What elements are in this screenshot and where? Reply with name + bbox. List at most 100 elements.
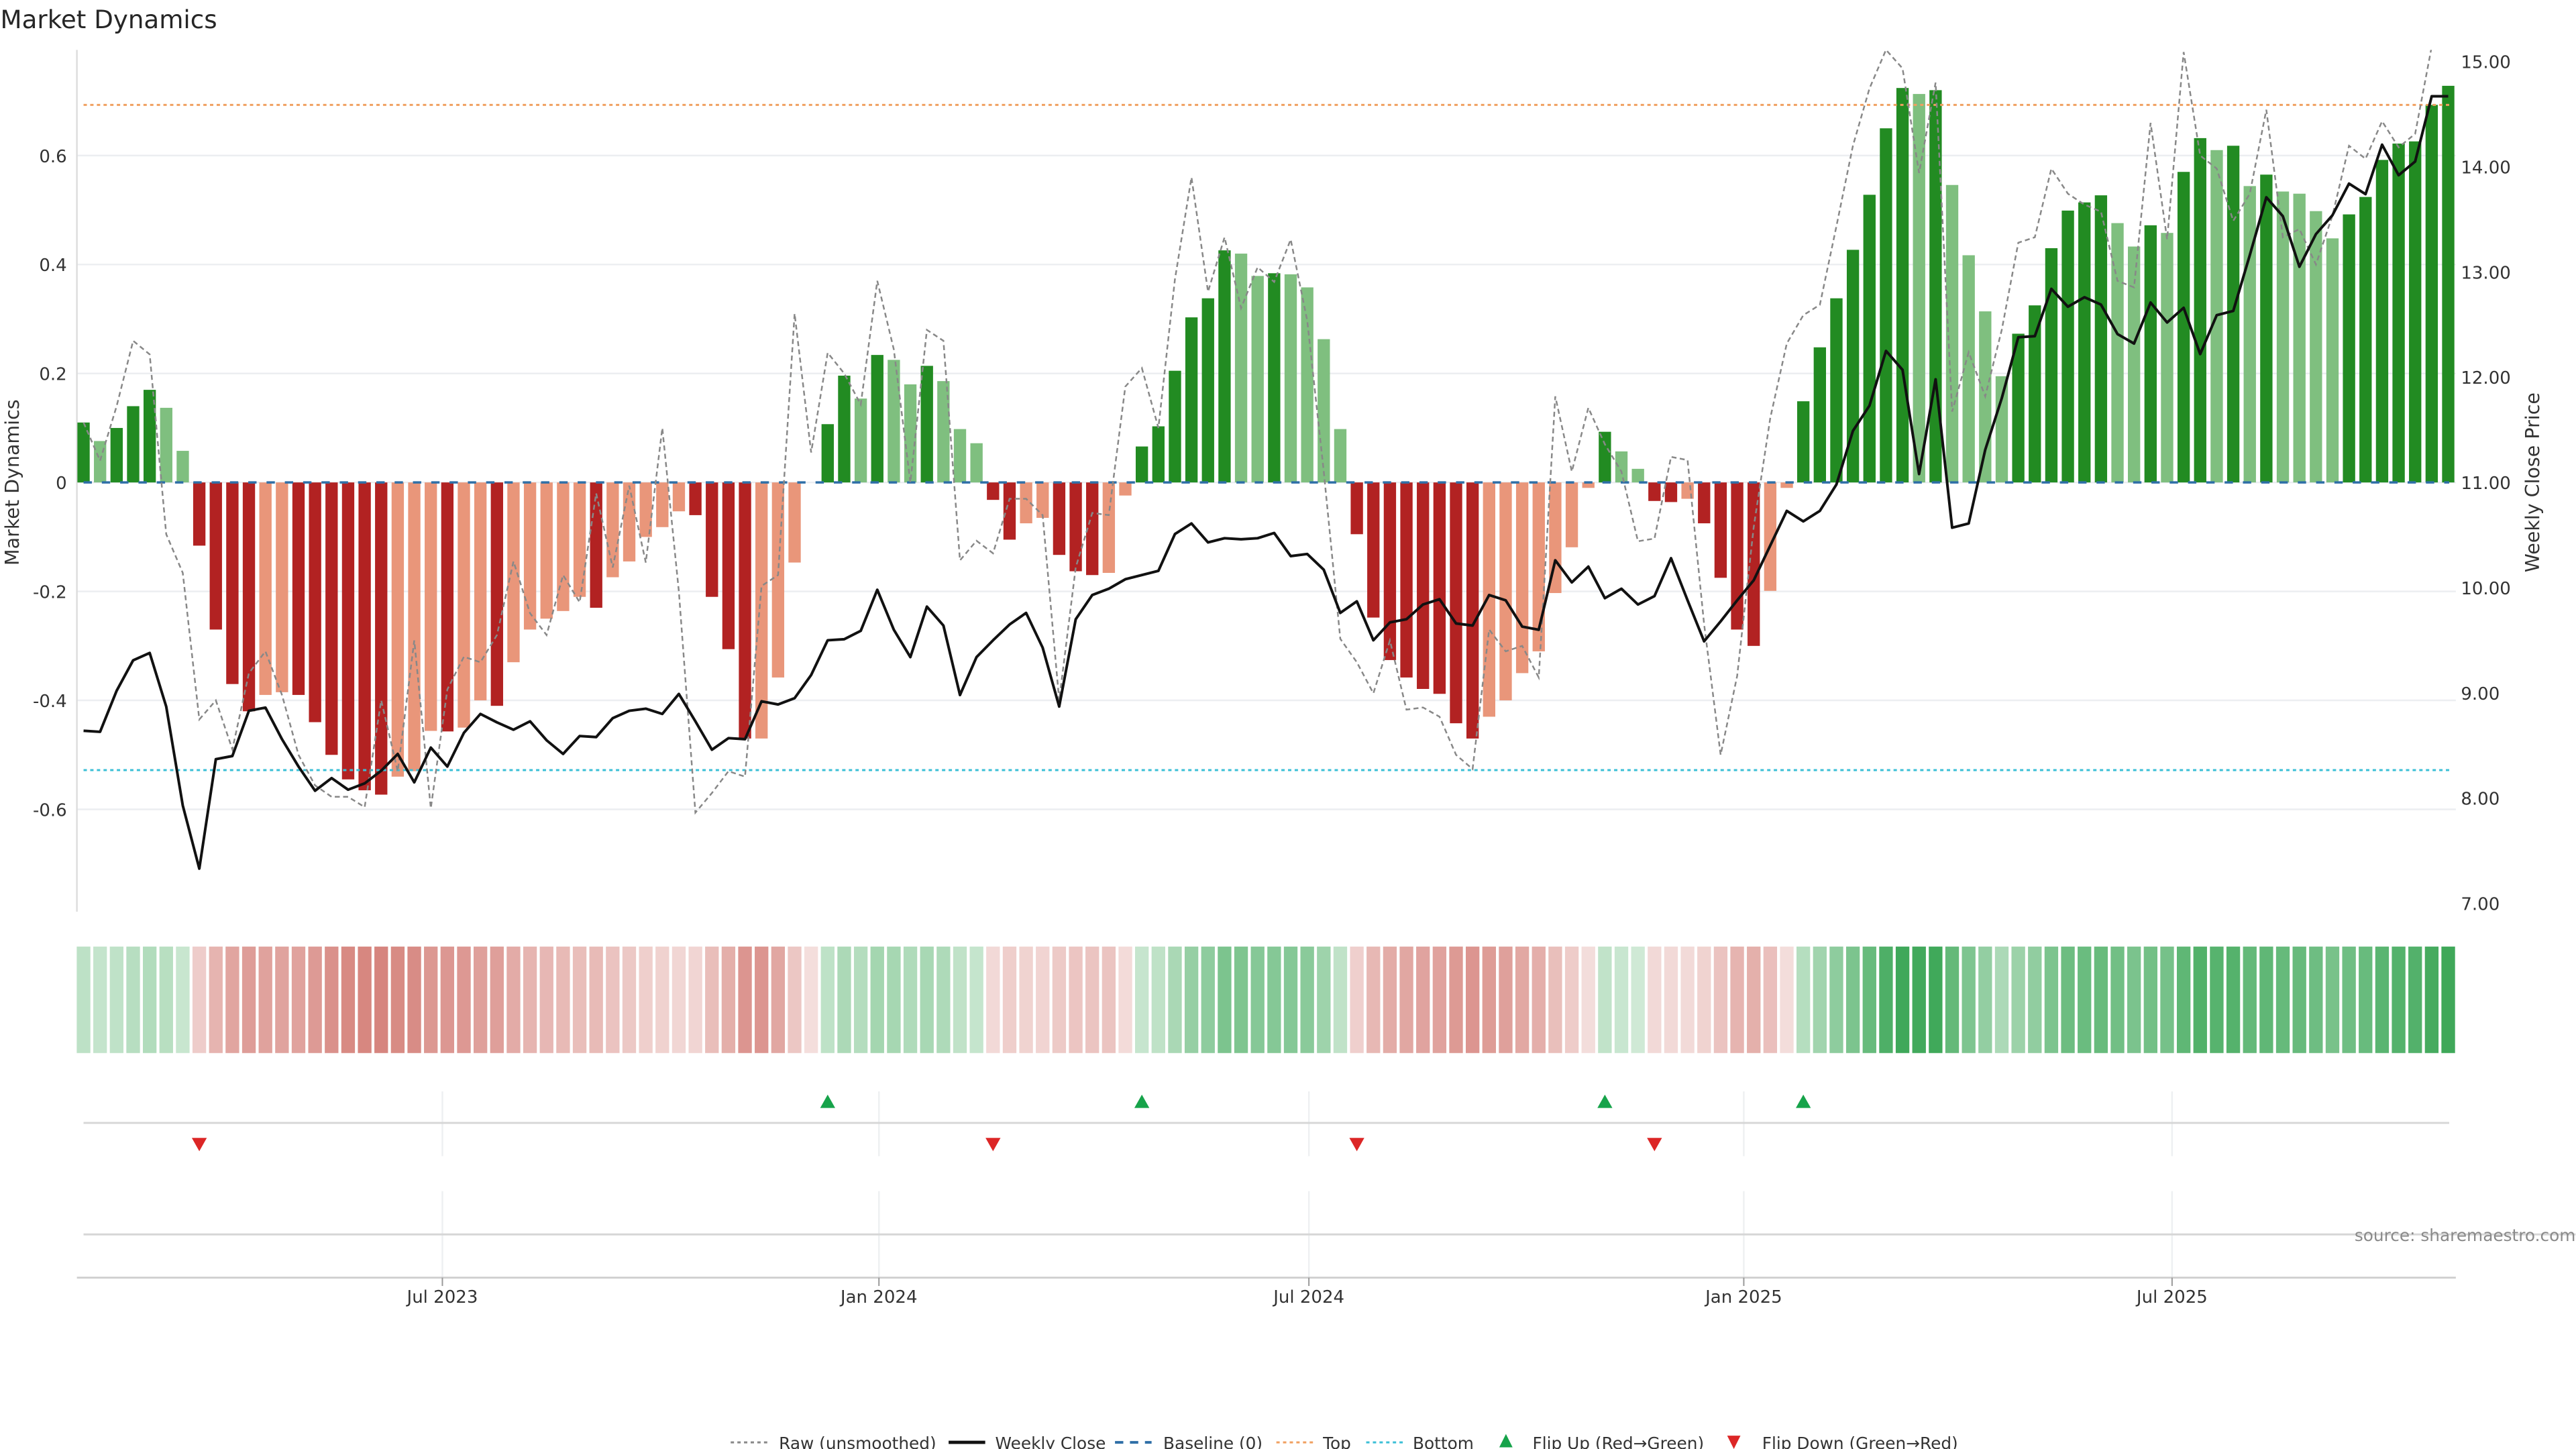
heat-strip — [76, 947, 2455, 1053]
heat-cell — [1962, 947, 1976, 1053]
heat-cell — [1713, 947, 1728, 1053]
momentum-bar — [458, 482, 470, 728]
momentum-bar — [706, 482, 718, 597]
left-tick-label: -0.2 — [33, 583, 67, 603]
momentum-bar — [325, 482, 338, 755]
heat-cell — [1184, 947, 1199, 1053]
heat-cell — [771, 947, 786, 1053]
heat-cell — [424, 947, 438, 1053]
heat-cell — [622, 947, 637, 1053]
momentum-bar — [1764, 482, 1777, 591]
left-tick-label: -0.6 — [33, 800, 67, 820]
left-tick-label: 0.2 — [39, 365, 66, 385]
momentum-bar — [507, 482, 520, 663]
x-tick-label: Jul 2024 — [1272, 1287, 1344, 1307]
right-tick-label: 9.00 — [2461, 684, 2500, 704]
heat-cell — [407, 947, 421, 1053]
subpanel-gridlines — [441, 1091, 2174, 1278]
momentum-bar — [1631, 468, 1644, 483]
heat-cell — [275, 947, 289, 1053]
heat-cell — [1945, 947, 1960, 1053]
momentum-bar — [656, 482, 669, 527]
legend-label: Flip Up (Red→Green) — [1533, 1434, 1705, 1449]
heat-cell — [457, 947, 471, 1053]
heat-cell — [1151, 947, 1165, 1053]
momentum-bar — [920, 366, 933, 483]
momentum-bar — [1515, 482, 1529, 674]
heat-cell — [176, 947, 190, 1053]
heat-cell — [2110, 947, 2125, 1053]
right-axis-title: Weekly Close Price — [2522, 392, 2544, 572]
legend-item-baseline: Baseline (0) — [1115, 1434, 1263, 1449]
momentum-bar — [1318, 339, 1330, 483]
momentum-bar — [408, 482, 421, 771]
momentum-bar — [1185, 317, 1198, 483]
triangle-up-icon — [1499, 1434, 1513, 1448]
momentum-bar — [739, 482, 751, 739]
heat-cell — [1581, 947, 1595, 1053]
heat-cell — [1680, 947, 1695, 1053]
momentum-bar — [2144, 225, 2157, 483]
momentum-bar — [1532, 482, 1545, 651]
heat-cell — [1912, 947, 1926, 1053]
momentum-bar — [1036, 482, 1049, 518]
momentum-bar — [1615, 451, 1628, 483]
chart-title: Market Dynamics — [1, 5, 217, 34]
heat-cell — [2275, 947, 2290, 1053]
heat-cell — [688, 947, 702, 1053]
momentum-bar — [358, 482, 371, 791]
heat-cell — [440, 947, 455, 1053]
momentum-bar — [341, 482, 355, 780]
momentum-bar — [1664, 482, 1678, 502]
price-lines — [83, 50, 2449, 870]
momentum-bar — [375, 482, 388, 795]
heat-cell — [606, 947, 620, 1053]
momentum-bar — [292, 482, 305, 695]
heat-cell — [1069, 947, 1083, 1053]
heat-cell — [1036, 947, 1050, 1053]
heat-cell — [887, 947, 901, 1053]
heat-cell — [738, 947, 752, 1053]
momentum-bar — [474, 482, 487, 701]
heat-cell — [1747, 947, 1761, 1053]
heat-cell — [1697, 947, 1711, 1053]
heat-cell — [1614, 947, 1629, 1053]
heat-cell — [1002, 947, 1017, 1053]
heat-cell — [920, 947, 934, 1053]
momentum-bar — [1268, 273, 1281, 483]
heat-cell — [2309, 947, 2323, 1053]
heat-cell — [936, 947, 951, 1053]
right-tick-label: 15.00 — [2461, 53, 2510, 73]
heat-cell — [1383, 947, 1397, 1053]
heat-cell — [1796, 947, 1811, 1053]
heat-cell — [258, 947, 272, 1053]
momentum-bar — [2094, 195, 2108, 483]
heat-cell — [1168, 947, 1182, 1053]
heat-cell — [1201, 947, 1215, 1053]
momentum-bar — [573, 482, 586, 597]
momentum-bar — [425, 482, 437, 731]
momentum-bar — [523, 482, 537, 630]
heat-cell — [374, 947, 388, 1053]
momentum-bar — [2078, 202, 2091, 483]
heat-cell — [1879, 947, 1893, 1053]
momentum-bar — [259, 482, 272, 695]
x-tick-label: Jul 2023 — [406, 1287, 478, 1307]
heat-cell — [655, 947, 669, 1053]
momentum-bar — [2161, 233, 2174, 483]
heat-cell — [192, 947, 207, 1053]
legend-item-flip-down: Flip Down (Green→Red) — [1727, 1434, 1958, 1449]
flip-down-marker — [191, 1138, 207, 1152]
heat-cell — [291, 947, 306, 1053]
heat-cell — [2359, 947, 2373, 1053]
heat-cell — [1449, 947, 1463, 1053]
momentum-bar — [160, 407, 172, 483]
heat-cell — [1862, 947, 1876, 1053]
raw-series-line — [83, 50, 2432, 815]
heat-cell — [1631, 947, 1645, 1053]
heat-cell — [76, 947, 91, 1053]
momentum-bar — [1731, 482, 1743, 630]
x-axis-ticks: Jul 2023 Jan 2024 Jul 2024 Jan 2025 Jul 2025 — [406, 1277, 2208, 1307]
heat-cell — [2325, 947, 2340, 1053]
